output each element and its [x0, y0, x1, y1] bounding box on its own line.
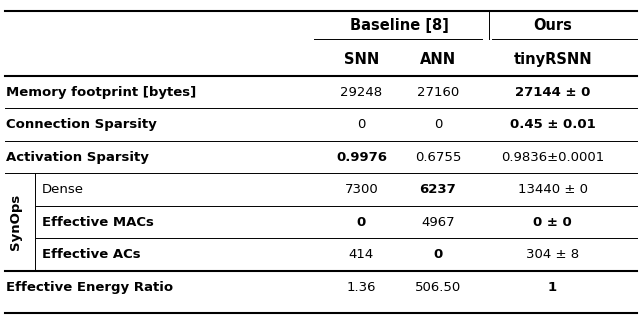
- Text: 0 ± 0: 0 ± 0: [533, 215, 572, 228]
- Text: SNN: SNN: [344, 52, 379, 67]
- Text: Effective ACs: Effective ACs: [42, 248, 140, 261]
- Text: 304 ± 8: 304 ± 8: [526, 248, 579, 261]
- Text: 29248: 29248: [340, 86, 383, 99]
- Text: ANN: ANN: [420, 52, 456, 67]
- Text: Effective Energy Ratio: Effective Energy Ratio: [6, 281, 173, 294]
- Text: Effective MACs: Effective MACs: [42, 215, 154, 228]
- Text: tinyRSNN: tinyRSNN: [513, 52, 592, 67]
- Text: 13440 ± 0: 13440 ± 0: [518, 183, 588, 196]
- Text: Activation Sparsity: Activation Sparsity: [6, 151, 149, 164]
- Text: 0: 0: [356, 215, 366, 228]
- Text: 0.6755: 0.6755: [415, 151, 461, 164]
- Text: 0.9836±0.0001: 0.9836±0.0001: [501, 151, 604, 164]
- Text: 0.9976: 0.9976: [336, 151, 387, 164]
- Text: Connection Sparsity: Connection Sparsity: [6, 118, 157, 131]
- Text: Memory footprint [bytes]: Memory footprint [bytes]: [6, 86, 196, 99]
- Text: 27144 ± 0: 27144 ± 0: [515, 86, 590, 99]
- Text: SynOps: SynOps: [9, 194, 22, 250]
- Text: 4967: 4967: [421, 215, 454, 228]
- Text: Baseline [8]: Baseline [8]: [350, 18, 449, 33]
- Text: 0.45 ± 0.01: 0.45 ± 0.01: [509, 118, 595, 131]
- Text: 0: 0: [434, 118, 442, 131]
- Text: Dense: Dense: [42, 183, 84, 196]
- Text: 0: 0: [357, 118, 365, 131]
- Text: 506.50: 506.50: [415, 281, 461, 294]
- Text: 0: 0: [433, 248, 442, 261]
- Text: Ours: Ours: [533, 18, 572, 33]
- Text: 7300: 7300: [344, 183, 378, 196]
- Text: 414: 414: [349, 248, 374, 261]
- Text: 1.36: 1.36: [347, 281, 376, 294]
- Text: 6237: 6237: [419, 183, 456, 196]
- Text: 27160: 27160: [417, 86, 459, 99]
- Text: 1: 1: [548, 281, 557, 294]
